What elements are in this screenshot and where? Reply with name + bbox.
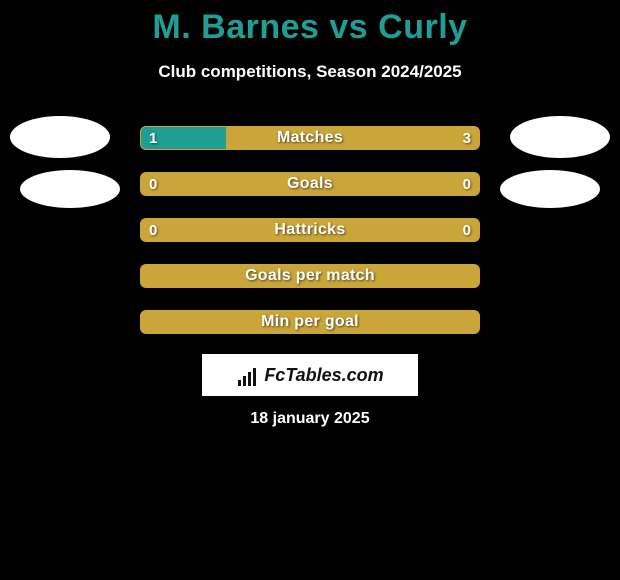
subtitle: Club competitions, Season 2024/2025 (0, 62, 620, 82)
comparison-bar-row: Min per goal (140, 310, 480, 334)
bar-label: Goals per match (141, 265, 479, 287)
date-line: 18 january 2025 (0, 410, 620, 428)
brand-text: FcTables.com (264, 365, 383, 386)
comparison-bar-row: 13Matches (140, 126, 480, 150)
title-player2: Curly (378, 8, 467, 46)
brand-chart-icon (236, 364, 258, 386)
player2-avatar-top (510, 116, 610, 158)
bar-label: Hattricks (141, 219, 479, 241)
bar-label: Min per goal (141, 311, 479, 333)
player2-avatar-bottom (500, 170, 600, 208)
comparison-bar-row: 00Hattricks (140, 218, 480, 242)
comparison-bars: 13Matches 00Goals 00Hattricks Goals per mat… (140, 126, 480, 356)
comparison-bar-row: Goals per match (140, 264, 480, 288)
player1-avatar-bottom (20, 170, 120, 208)
page-title: M. Barnes vs Curly (0, 8, 620, 47)
bar-label: Goals (141, 173, 479, 195)
player1-avatar-top (10, 116, 110, 158)
bar-label: Matches (141, 127, 479, 149)
brand-badge: FcTables.com (202, 354, 418, 396)
comparison-bar-row: 00Goals (140, 172, 480, 196)
title-vs: vs (329, 8, 368, 46)
title-player1: M. Barnes (152, 8, 319, 46)
